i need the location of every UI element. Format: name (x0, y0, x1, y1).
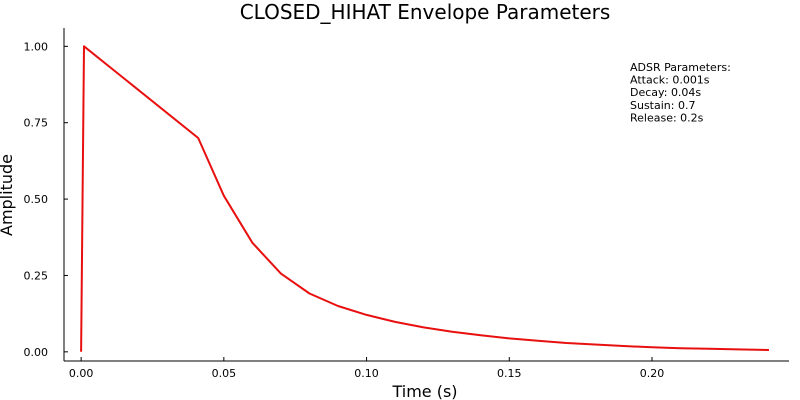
annotation-line: Attack: 0.001s (630, 74, 710, 87)
envelope-line (80, 45, 770, 352)
x-tick-label: 0.00 (69, 367, 94, 380)
y-tick-label: 1.00 (24, 40, 49, 53)
y-tick-label: 0.25 (24, 269, 49, 282)
x-tick-label: 0.20 (640, 367, 665, 380)
x-tick-label: 0.05 (212, 367, 237, 380)
y-axis-label: Amplitude (0, 154, 16, 236)
y-tick-label: 0.50 (24, 193, 49, 206)
x-tick-label: 0.15 (497, 367, 522, 380)
annotation-line: Sustain: 0.7 (630, 99, 695, 112)
axis-ticks: 0.00 0.05 0.10 0.15 0.20 0.00 0.25 0.50 0.75 1.00 (24, 40, 665, 380)
y-tick-label: 0.75 (24, 117, 49, 130)
annotation-line: Decay: 0.04s (630, 86, 701, 99)
annotation-line: ADSR Parameters: (630, 61, 731, 74)
x-tick-label: 0.10 (354, 367, 379, 380)
annotation-line: Release: 0.2s (630, 111, 704, 124)
x-axis-label: Time (s) (391, 382, 457, 400)
chart-title: CLOSED_HIHAT Envelope Parameters (240, 0, 611, 24)
y-tick-label: 0.00 (24, 346, 49, 359)
series-group (80, 45, 770, 352)
